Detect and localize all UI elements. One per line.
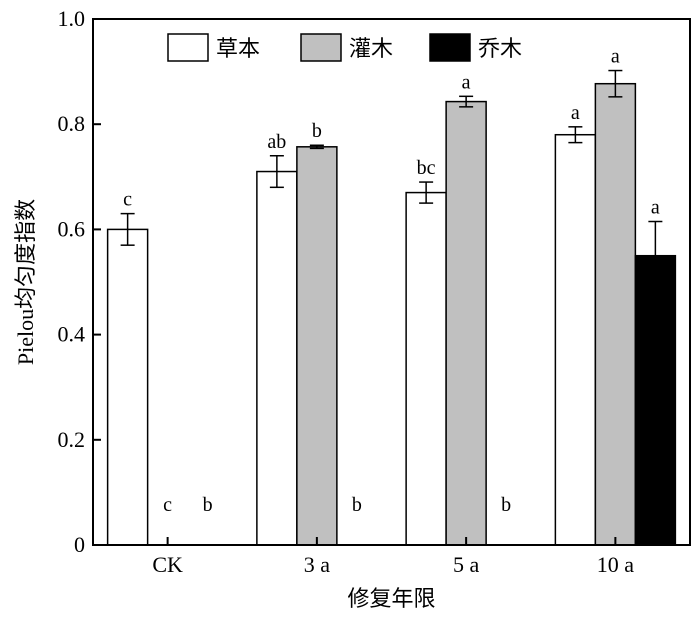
legend-swatch (300, 33, 342, 62)
significance-label: b (312, 120, 322, 142)
x-axis-title: 修复年限 (347, 586, 435, 611)
bar (445, 100, 487, 546)
x-tick-label: 10 a (597, 552, 635, 577)
x-tick-label: CK (152, 552, 183, 577)
significance-label: b (203, 494, 213, 516)
significance-label: b (352, 494, 362, 516)
bar (634, 254, 677, 546)
significance-label: a (462, 71, 471, 93)
significance-label: b (501, 494, 511, 516)
significance-label: c (123, 189, 132, 211)
y-tick-label: 0.4 (58, 322, 86, 347)
y-tick-label: 0.8 (58, 111, 86, 136)
plot-frame (92, 18, 691, 546)
significance-label: a (571, 102, 580, 124)
y-tick-label: 0.2 (58, 427, 86, 452)
legend-label: 灌木 (349, 36, 393, 61)
bar (594, 82, 637, 546)
significance-label: a (651, 197, 660, 219)
y-axis-title: Pielou均匀度指数 (13, 199, 38, 365)
legend-swatch (167, 33, 209, 62)
y-tick-label: 1.0 (58, 6, 86, 31)
bar (405, 191, 447, 546)
significance-label: c (163, 494, 172, 516)
bar (256, 170, 298, 546)
legend-label: 草本 (216, 36, 260, 61)
x-tick-label: 5 a (453, 552, 480, 577)
significance-label: bc (417, 157, 436, 179)
bar (296, 146, 338, 546)
x-tick-label: 3 a (304, 552, 331, 577)
bar (554, 133, 597, 546)
legend-label: 乔木 (478, 36, 522, 61)
x-axis: CK 3 a 5 a 10 a (152, 537, 634, 577)
y-tick-label: 0 (74, 532, 85, 557)
y-axis: 0 0.2 0.4 0.6 0.8 1.0 (58, 6, 101, 557)
y-tick-label: 0.6 (58, 216, 86, 241)
bar (106, 228, 149, 546)
significance-label: ab (267, 131, 286, 153)
legend-swatch (429, 33, 471, 62)
legend: 草本 灌木 乔木 (167, 33, 522, 62)
significance-label: a (611, 46, 620, 68)
